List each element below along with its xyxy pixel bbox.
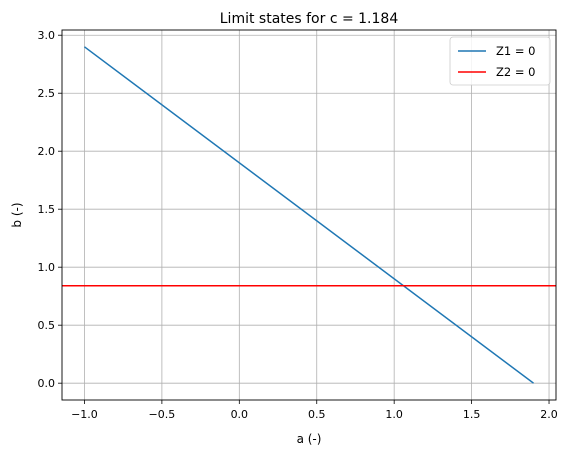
y-tick-label: 2.5 [38, 87, 56, 100]
plot-frame [61, 29, 557, 401]
x-axis-ticks: −1.0 −0.5 0.0 0.5 1.0 1.5 2.0 [71, 400, 558, 421]
legend-label: Z2 = 0 [496, 65, 535, 79]
y-tick-label: 1.5 [38, 203, 56, 216]
y-tick-label: 1.0 [38, 261, 56, 274]
x-tick-label: 1.5 [463, 408, 481, 421]
grid [62, 30, 556, 400]
legend: Z1 = 0 Z2 = 0 [449, 36, 551, 86]
x-axis-label: a (-) [297, 432, 322, 446]
y-tick-label: 0.5 [38, 319, 56, 332]
legend-label: Z1 = 0 [496, 44, 535, 58]
series-z1-line [84, 46, 534, 384]
y-tick-label: 2.0 [38, 145, 56, 158]
x-tick-label: 0.0 [231, 408, 249, 421]
y-axis-ticks: 0.0 0.5 1.0 1.5 2.0 2.5 3.0 [38, 29, 62, 390]
y-tick-label: 0.0 [38, 377, 56, 390]
x-tick-label: −1.0 [71, 408, 98, 421]
x-tick-label: −0.5 [149, 408, 176, 421]
x-tick-label: 2.0 [540, 408, 558, 421]
chart-title: Limit states for c = 1.184 [220, 11, 399, 27]
legend-box [449, 36, 551, 86]
x-tick-label: 1.0 [385, 408, 403, 421]
plot-series [62, 46, 556, 384]
y-axis-label: b (-) [10, 202, 24, 227]
x-tick-label: 0.5 [308, 408, 326, 421]
y-tick-label: 3.0 [38, 29, 56, 42]
